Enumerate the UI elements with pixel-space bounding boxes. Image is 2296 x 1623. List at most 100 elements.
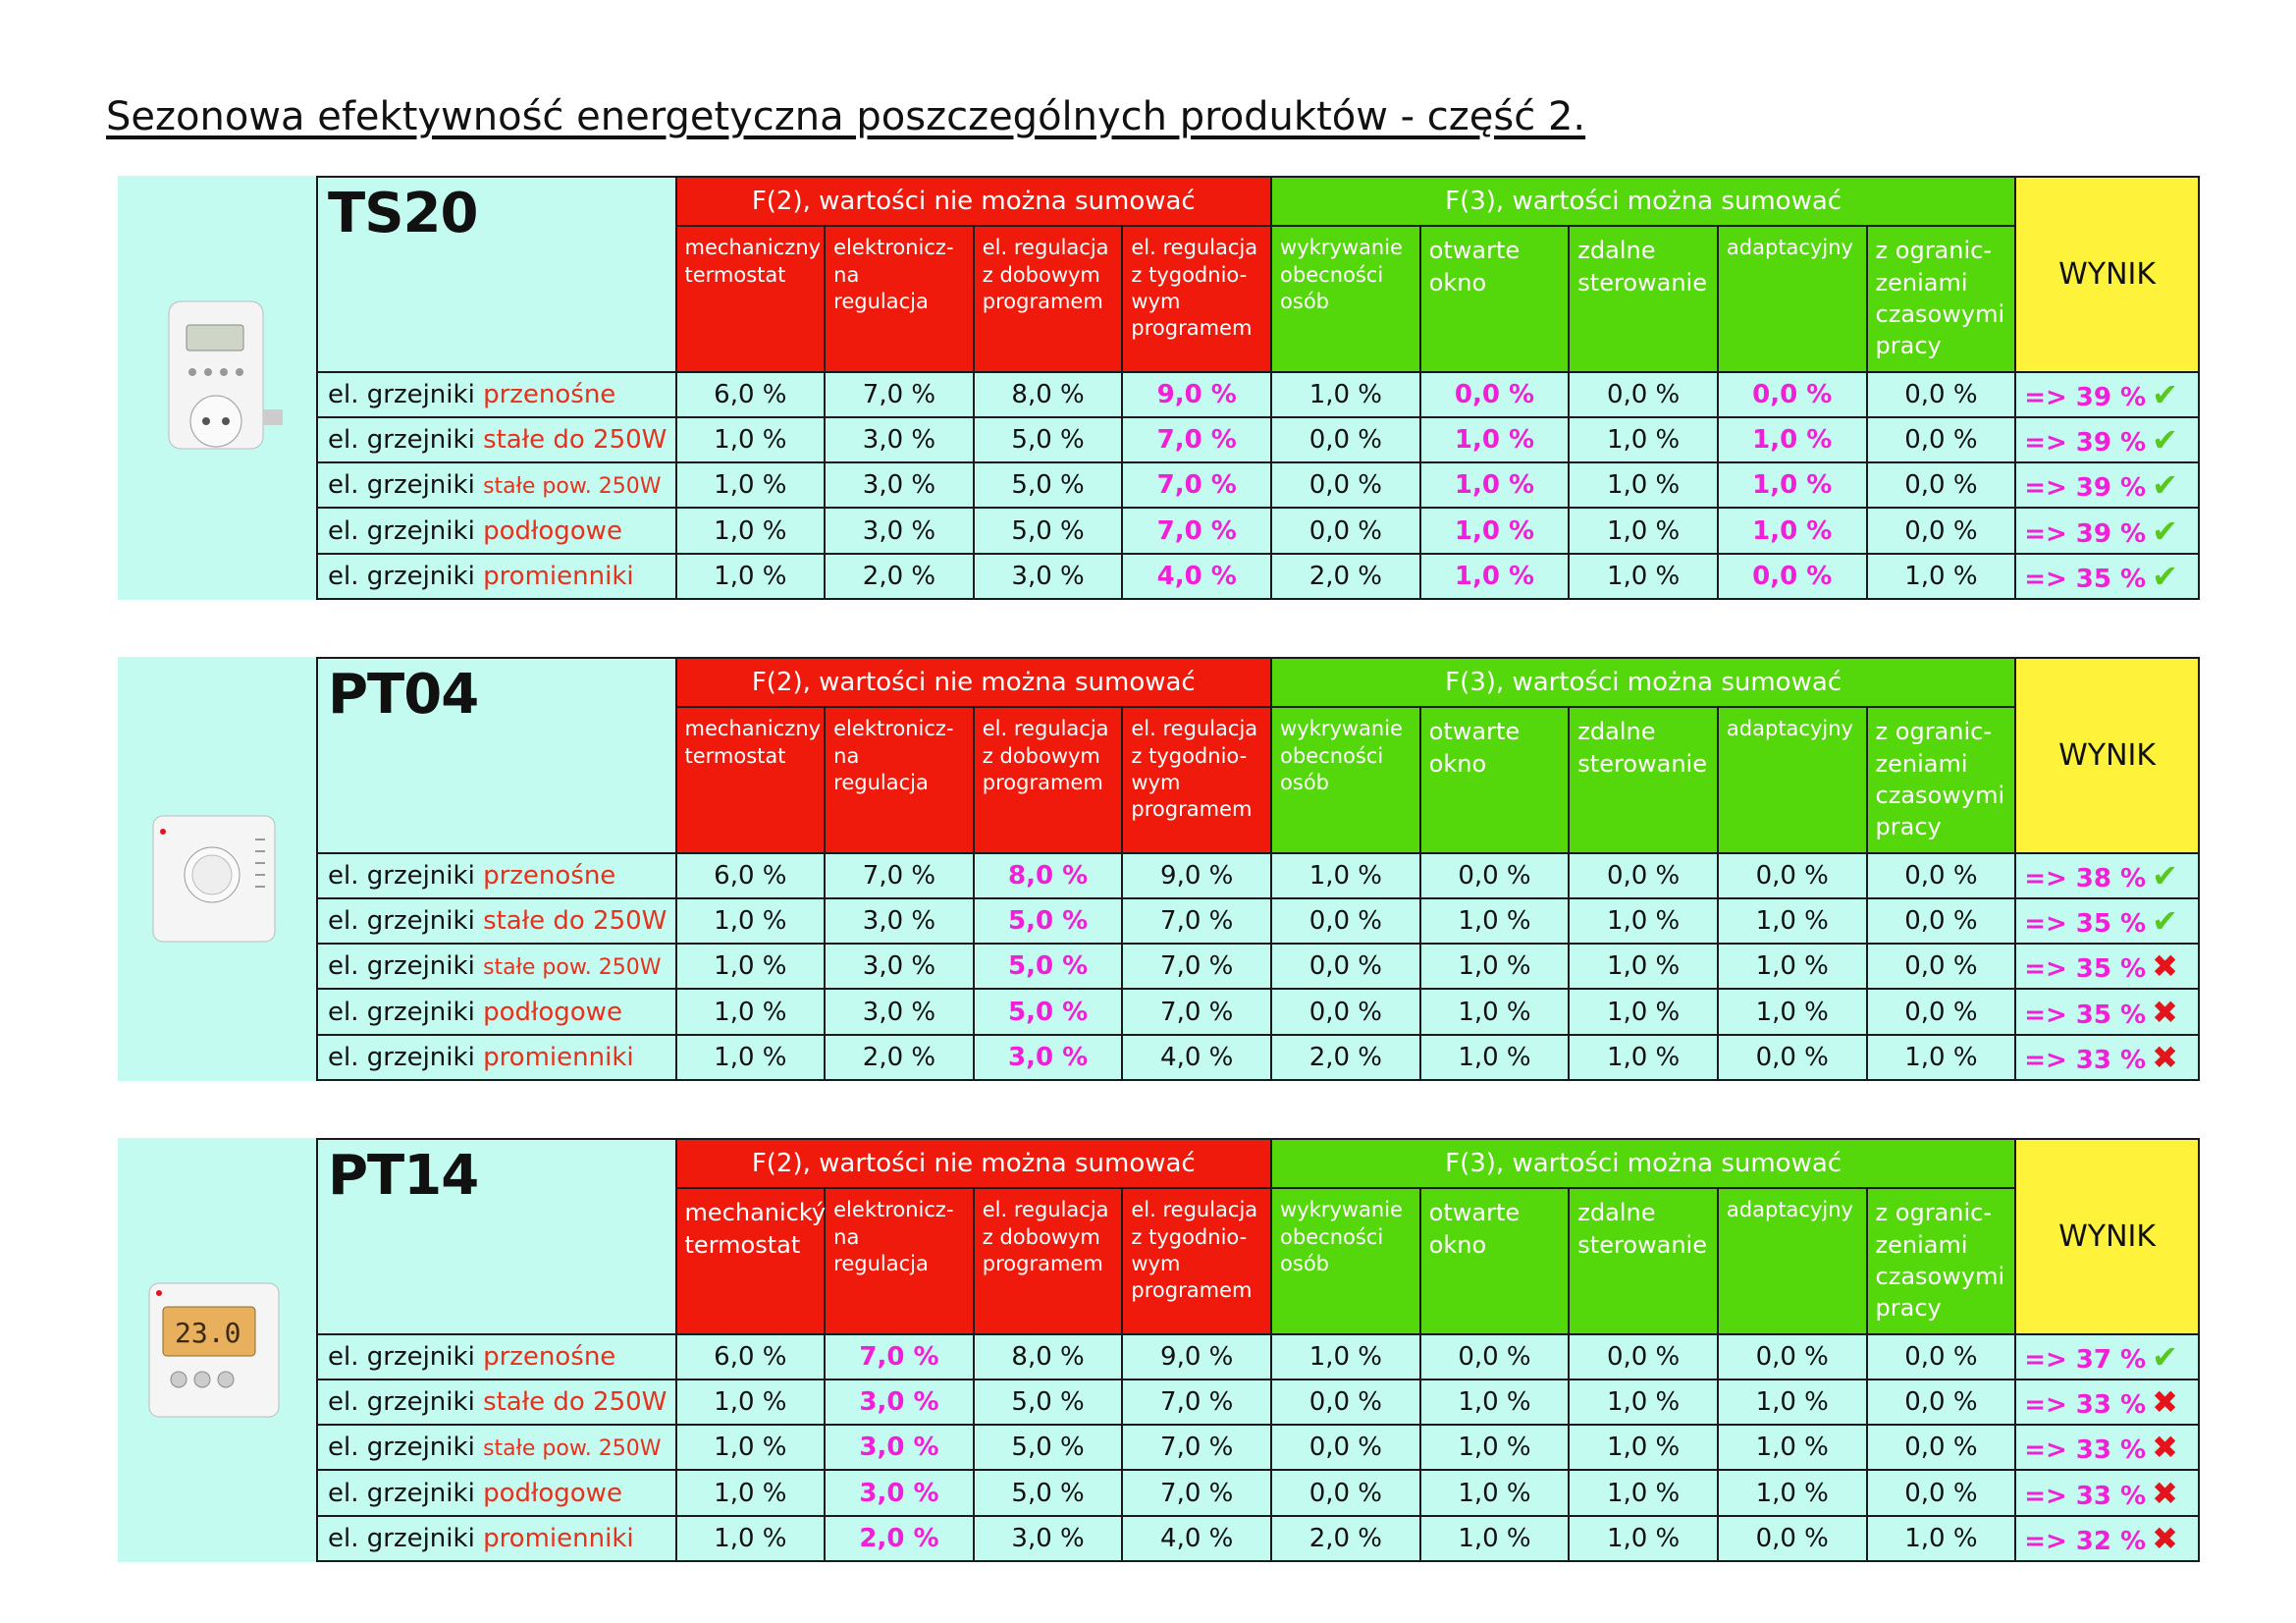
value-cell: 6,0 %	[674, 370, 827, 418]
f3-header: F(3), wartości można sumować	[1270, 656, 2017, 709]
row-label: el. grzejniki podłogowe	[316, 988, 677, 1036]
value-cell: 0,0 %	[1716, 552, 1868, 601]
result-cell: => 38 % ✔	[2014, 851, 2200, 899]
value-cell: 1,0 %	[1716, 943, 1868, 991]
checkmark-icon: ✔	[2152, 375, 2178, 413]
value-cell: 1,0 %	[674, 552, 827, 601]
value-cell: 5,0 %	[972, 896, 1124, 946]
checkmark-icon: ✔	[2152, 557, 2178, 595]
value-cell: 3,0 %	[824, 1378, 975, 1427]
subheader-f3-3: zdalne sterowanie	[1568, 225, 1719, 373]
value-cell: 0,0 %	[1568, 370, 1719, 418]
cross-icon: ✖	[2152, 1383, 2178, 1422]
subheader-f3-2: otwarte okno	[1418, 225, 1571, 373]
value-cell: 0,0 %	[1270, 1469, 1421, 1517]
value-cell: 8,0 %	[972, 1332, 1124, 1380]
value-cell: 1,0 %	[674, 896, 827, 946]
checkmark-icon: ✔	[2152, 902, 2178, 941]
result-cell: => 37 % ✔	[2014, 1332, 2200, 1380]
value-cell: 1,0 %	[674, 1514, 827, 1563]
value-cell: 1,0 %	[1418, 896, 1571, 946]
checkmark-icon: ✔	[2152, 466, 2178, 505]
value-cell: 1,0 %	[1418, 988, 1571, 1036]
value-cell: 0,0 %	[1716, 370, 1868, 418]
row-label: el. grzejniki przenośne	[316, 851, 677, 899]
value-cell: 7,0 %	[1121, 507, 1273, 555]
value-cell: 1,0 %	[674, 1033, 827, 1082]
value-cell: 6,0 %	[674, 1332, 827, 1380]
row-label: el. grzejniki stałe pow. 250W	[316, 943, 677, 991]
row-label: el. grzejniki stałe do 250W	[316, 1378, 677, 1427]
subheader-f2-2: el. regulacja z dobowym programem	[972, 225, 1124, 373]
table-row: el. grzejniki podłogowe 1,0 % 3,0 % 5,0 % 7,…	[316, 1469, 2200, 1517]
value-cell: 7,0 %	[1121, 461, 1273, 510]
value-cell: 0,0 %	[1716, 1332, 1868, 1380]
value-cell: 5,0 %	[972, 988, 1124, 1036]
value-cell: 1,0 %	[674, 1424, 827, 1472]
value-cell: 0,0 %	[1716, 851, 1868, 899]
value-cell: 7,0 %	[1121, 415, 1273, 464]
value-cell: 4,0 %	[1121, 552, 1273, 601]
subheader-f3-1: wykrywanie obecności osób	[1270, 225, 1421, 373]
value-cell: 6,0 %	[674, 851, 827, 899]
row-label: el. grzejniki stałe pow. 250W	[316, 461, 677, 510]
table-row: el. grzejniki przenośne 6,0 % 7,0 % 8,0 % 9,…	[316, 1332, 2200, 1380]
page-title: Sezonowa efektywność energetyczna poszcz…	[106, 94, 1586, 139]
value-cell: 1,0 %	[1568, 507, 1719, 555]
result-cell: => 33 % ✖	[2014, 1378, 2200, 1427]
value-cell: 1,0 %	[1568, 896, 1719, 946]
table-row: el. grzejniki stałe do 250W 1,0 % 3,0 % 5,0…	[316, 1378, 2200, 1427]
value-cell: 0,0 %	[1865, 370, 2017, 418]
value-cell: 1,0 %	[674, 415, 827, 464]
value-cell: 1,0 %	[674, 943, 827, 991]
result-cell: => 39 % ✔	[2014, 461, 2200, 510]
result-cell: => 39 % ✔	[2014, 507, 2200, 555]
value-cell: 7,0 %	[1121, 1424, 1273, 1472]
efficiency-table: PT14 F(2), wartości nie można sumować F(3)…	[316, 1137, 2200, 1563]
value-cell: 0,0 %	[1716, 1033, 1868, 1082]
subheader-f3-1: wykrywanie obecności osób	[1270, 1187, 1421, 1335]
subheader-f3-2: otwarte okno	[1418, 1187, 1571, 1335]
value-cell: 1,0 %	[1716, 461, 1868, 510]
value-cell: 0,0 %	[1865, 896, 2017, 946]
value-cell: 0,0 %	[1418, 851, 1571, 899]
wynik-header: WYNIK	[2014, 657, 2200, 854]
value-cell: 0,0 %	[1568, 851, 1719, 899]
value-cell: 1,0 %	[674, 1378, 827, 1427]
value-cell: 0,0 %	[1716, 1514, 1868, 1563]
value-cell: 0,0 %	[1270, 988, 1421, 1036]
value-cell: 1,0 %	[1418, 1033, 1571, 1082]
value-cell: 0,0 %	[1865, 1332, 2017, 1380]
value-cell: 1,0 %	[1716, 507, 1868, 555]
value-cell: 0,0 %	[1270, 943, 1421, 991]
value-cell: 8,0 %	[972, 851, 1124, 899]
value-cell: 0,0 %	[1865, 461, 2017, 510]
value-cell: 9,0 %	[1121, 851, 1273, 899]
checkmark-icon: ✔	[2152, 856, 2178, 894]
value-cell: 1,0 %	[1418, 507, 1571, 555]
value-cell: 1,0 %	[674, 988, 827, 1036]
value-cell: 1,0 %	[674, 461, 827, 510]
result-cell: => 33 % ✖	[2014, 1033, 2200, 1082]
value-cell: 1,0 %	[1568, 1378, 1719, 1427]
value-cell: 1,0 %	[1568, 1033, 1719, 1082]
row-label: el. grzejniki stałe do 250W	[316, 896, 677, 946]
subheader-mechanical-thermostat: mechanický termostat	[674, 1187, 827, 1335]
checkmark-icon: ✔	[2152, 421, 2178, 460]
cross-icon: ✖	[2152, 947, 2178, 986]
value-cell: 2,0 %	[824, 1514, 975, 1563]
value-cell: 3,0 %	[824, 461, 975, 510]
subheader-f2-1: elektronicz-na regulacja	[824, 706, 975, 854]
value-cell: 1,0 %	[1568, 943, 1719, 991]
subheader-f2-1: elektronicz-na regulacja	[824, 225, 975, 373]
value-cell: 1,0 %	[1418, 943, 1571, 991]
value-cell: 7,0 %	[1121, 943, 1273, 991]
table-row: el. grzejniki promienniki 1,0 % 2,0 % 3,0 %…	[316, 1514, 2200, 1563]
efficiency-table: PT04 F(2), wartości nie można sumować F(3)…	[316, 656, 2200, 1082]
value-cell: 1,0 %	[1716, 896, 1868, 946]
value-cell: 1,0 %	[1270, 851, 1421, 899]
value-cell: 0,0 %	[1865, 1469, 2017, 1517]
subheader-f3-3: zdalne sterowanie	[1568, 706, 1719, 854]
value-cell: 0,0 %	[1865, 1378, 2017, 1427]
row-label: el. grzejniki stałe do 250W	[316, 415, 677, 464]
